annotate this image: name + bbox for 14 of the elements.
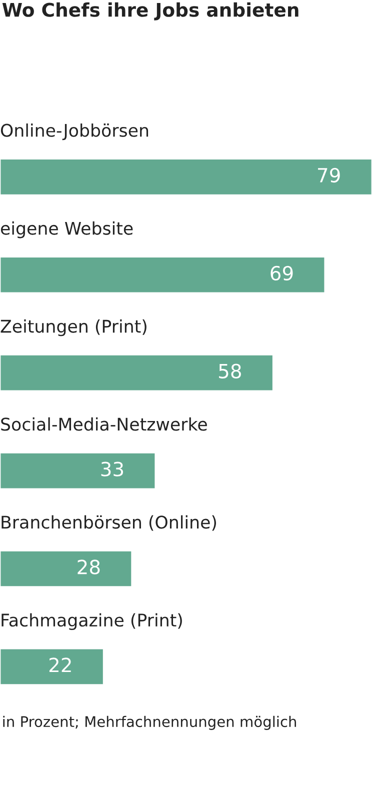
data-label: 33 <box>101 462 124 476</box>
y-tick-label: Branchenbörsen (Online) <box>2 515 216 531</box>
text: in Prozent; Mehrfachnennungen möglich <box>3 716 296 730</box>
data-label: 69 <box>270 266 293 281</box>
data-label: 22 <box>49 658 71 672</box>
y-tick-label: Zeitungen (Print) <box>0 319 146 336</box>
y-tick-label: eigene Website <box>0 221 133 238</box>
data-label: 28 <box>78 560 100 574</box>
y-tick-label: Online-Jobbörsen <box>0 123 148 140</box>
y-tick-label: Social-Media-Netzwerke <box>1 417 207 431</box>
y-tick-label: Fachmagazine (Print) <box>2 613 182 630</box>
chart-title: Wo Chefs ihre Jobs anbieten <box>2 2 298 20</box>
data-label: 79 <box>318 168 340 183</box>
data-label: 58 <box>219 364 241 378</box>
